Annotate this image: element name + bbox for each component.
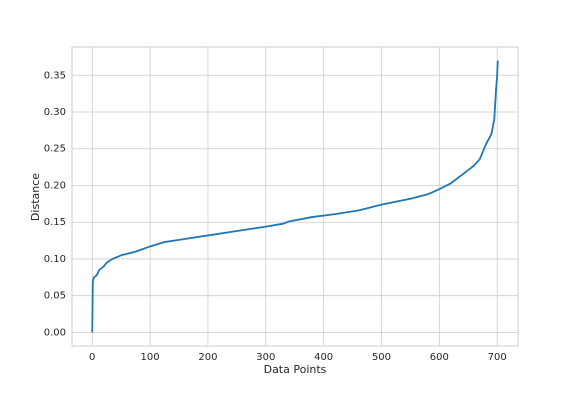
y-tick-label: 0.00 [44, 327, 66, 338]
x-tick-label: 600 [430, 352, 449, 363]
y-tick-label: 0.15 [44, 217, 66, 228]
data-line [91, 60, 499, 333]
x-tick-label: 0 [89, 352, 95, 363]
x-tick-label: 700 [488, 352, 507, 363]
x-tick-label: 400 [314, 352, 333, 363]
y-tick-label: 0.20 [44, 180, 66, 191]
x-axis-label: Data Points [264, 363, 327, 376]
y-tick-label: 0.05 [44, 291, 66, 302]
y-tick-label: 0.25 [44, 144, 66, 155]
plot-frame [71, 46, 519, 347]
y-axis-label: Distance [29, 173, 42, 221]
x-tick-label: 300 [256, 352, 275, 363]
y-tick-label: 0.35 [44, 70, 66, 81]
y-tick-label: 0.30 [44, 107, 66, 118]
y-tick-label: 0.10 [44, 254, 66, 265]
x-tick-label: 100 [141, 352, 160, 363]
x-tick-label: 200 [198, 352, 217, 363]
x-tick-label: 500 [372, 352, 391, 363]
